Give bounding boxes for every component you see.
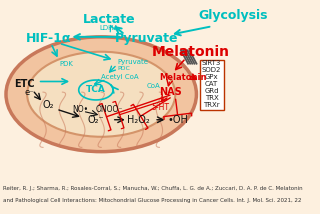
Text: Pyruvate: Pyruvate xyxy=(117,59,148,65)
FancyBboxPatch shape xyxy=(200,59,224,110)
Text: ONOO⁻: ONOO⁻ xyxy=(95,105,123,114)
Text: •OH: •OH xyxy=(167,115,188,125)
Text: Glycolysis: Glycolysis xyxy=(199,9,268,22)
Text: NAS: NAS xyxy=(159,87,182,97)
Text: CoA: CoA xyxy=(146,83,160,89)
Text: GRd: GRd xyxy=(204,88,219,94)
Text: e⁻: e⁻ xyxy=(25,88,35,97)
Text: SOD2: SOD2 xyxy=(202,67,221,73)
Text: Pyruvate: Pyruvate xyxy=(115,33,178,45)
Ellipse shape xyxy=(27,52,175,137)
Text: O₂⁻: O₂⁻ xyxy=(88,115,104,125)
Text: NO•: NO• xyxy=(72,105,88,114)
Text: H₂O₂: H₂O₂ xyxy=(127,115,150,125)
Text: LDHA: LDHA xyxy=(100,25,119,31)
Text: TRXr: TRXr xyxy=(203,102,220,108)
Text: PDK: PDK xyxy=(59,61,73,67)
Ellipse shape xyxy=(6,37,196,152)
Text: HIF-1α: HIF-1α xyxy=(26,33,71,45)
Text: Reiter, R. J.; Sharma, R.; Rosales-Corral, S.; Manucha, W.; Chuffa, L. G. de A.;: Reiter, R. J.; Sharma, R.; Rosales-Corra… xyxy=(3,186,303,191)
Text: TRX: TRX xyxy=(205,95,219,101)
Text: and Pathological Cell Interactions: Mitochondrial Glucose Processing in Cancer C: and Pathological Cell Interactions: Mito… xyxy=(3,198,302,203)
Text: GPx: GPx xyxy=(205,74,219,80)
Text: Melatonin: Melatonin xyxy=(159,73,207,82)
Text: CAT: CAT xyxy=(205,81,218,87)
Text: TCA: TCA xyxy=(86,85,106,95)
Text: 5-HT: 5-HT xyxy=(151,103,170,111)
Text: Lactate: Lactate xyxy=(83,13,135,26)
Text: ETC: ETC xyxy=(14,79,35,89)
Text: SIRT3: SIRT3 xyxy=(202,60,221,66)
Text: O₂: O₂ xyxy=(43,100,54,110)
Text: Melatonin: Melatonin xyxy=(152,45,230,59)
Text: PDC: PDC xyxy=(117,66,130,71)
Text: Acetyl CoA: Acetyl CoA xyxy=(101,74,139,80)
